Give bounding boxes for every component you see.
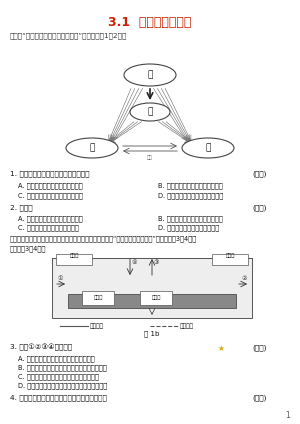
Bar — [82, 291, 114, 305]
Text: B. 水圈、大气圈、生物圈、岩石圈: B. 水圈、大气圈、生物圈、岩石圈 — [158, 182, 223, 189]
Text: (　　): ( ) — [252, 170, 266, 177]
Text: A. 地表径流、地下径流、蒸发、人工降水: A. 地表径流、地下径流、蒸发、人工降水 — [18, 355, 94, 362]
Bar — [140, 291, 172, 305]
Ellipse shape — [66, 138, 118, 158]
Text: A. 大气圈、生物圈、岩石圈、水圈: A. 大气圈、生物圈、岩石圈、水圈 — [18, 182, 83, 189]
Text: 丁: 丁 — [205, 143, 211, 153]
Text: 2. 水循环: 2. 水循环 — [10, 204, 33, 211]
Text: A. 使全球水资源空间分布趋于平衡: A. 使全球水资源空间分布趋于平衡 — [18, 215, 83, 222]
Text: 联系: 联系 — [147, 154, 153, 159]
Bar — [68, 294, 236, 308]
Text: D. 跨流域调水、地表径流、管道输水、人工降水: D. 跨流域调水、地表径流、管道输水、人工降水 — [18, 382, 107, 389]
Text: 1: 1 — [285, 412, 290, 421]
Text: 4. 关于人类对城市水循环影响的叙述，正确的是: 4. 关于人类对城市水循环影响的叙述，正确的是 — [10, 394, 107, 401]
Text: B. 地下径流、地表径流、管道输水、跨地域调水: B. 地下径流、地表径流、管道输水、跨地域调水 — [18, 364, 107, 371]
Ellipse shape — [182, 138, 234, 158]
Text: 甲: 甲 — [147, 70, 153, 80]
Text: (　　): ( ) — [252, 394, 266, 401]
Text: C. 地表径流、跨流域调水、蒸发、人工降水: C. 地表径流、跨流域调水、蒸发、人工降水 — [18, 373, 99, 379]
Text: ④: ④ — [131, 260, 137, 265]
Ellipse shape — [130, 103, 170, 121]
Text: B. 使地水资源取之不尽，用之不竭: B. 使地水资源取之不尽，用之不竭 — [158, 215, 223, 222]
Text: 社会循环: 社会循环 — [180, 323, 194, 329]
Text: 有专家把水循环可分为自然循环和社会循环两大类，右图为“某城市水循环示意图”，读图完成3～4题。: 有专家把水循环可分为自然循环和社会循环两大类，右图为“某城市水循环示意图”，读图… — [10, 235, 197, 242]
Text: 读图完成3～4题。: 读图完成3～4题。 — [10, 245, 46, 251]
Text: 1. 甲、乙、丙、丁所代表的圈层状况是: 1. 甲、乙、丙、丁所代表的圈层状况是 — [10, 170, 89, 177]
Text: 图 1b: 图 1b — [144, 331, 160, 338]
Bar — [52, 258, 252, 318]
Text: 净水厂: 净水厂 — [93, 296, 103, 301]
Ellipse shape — [124, 64, 176, 86]
Text: (　　): ( ) — [252, 204, 266, 211]
Text: C. 使地球表面高低纬子距状不平: C. 使地球表面高低纬子距状不平 — [18, 224, 79, 231]
Text: 自然循环: 自然循环 — [90, 323, 104, 329]
Text: 3.1  自然界的水循环: 3.1 自然界的水循环 — [108, 16, 192, 28]
Bar — [212, 254, 248, 265]
Text: 乙: 乙 — [147, 108, 153, 117]
Text: C. 岩石圈、水圈、大气圈、生物圈: C. 岩石圈、水圈、大气圈、生物圈 — [18, 192, 83, 198]
Text: 3. 图中①②③④分别表示: 3. 图中①②③④分别表示 — [10, 344, 72, 351]
Text: 大气库: 大气库 — [69, 253, 79, 257]
Text: 大气库: 大气库 — [225, 253, 235, 257]
Text: ★: ★ — [218, 344, 225, 353]
Text: (　　): ( ) — [252, 344, 266, 351]
Text: ①: ① — [57, 276, 63, 281]
Text: D. 促进全球物质迁移和能量交换: D. 促进全球物质迁移和能量交换 — [158, 224, 219, 231]
Text: ②: ② — [241, 276, 247, 281]
Text: 污水厂: 污水厂 — [151, 296, 161, 301]
Text: ③: ③ — [153, 260, 159, 265]
Bar — [56, 254, 92, 265]
Text: 下图为“水循环联系四大圈层示意图”，读图完成1～2题。: 下图为“水循环联系四大圈层示意图”，读图完成1～2题。 — [10, 33, 128, 39]
Text: D. 生物圈、岩石圈、水圈、大气圈: D. 生物圈、岩石圈、水圈、大气圈 — [158, 192, 223, 198]
Text: 丙: 丙 — [89, 143, 95, 153]
